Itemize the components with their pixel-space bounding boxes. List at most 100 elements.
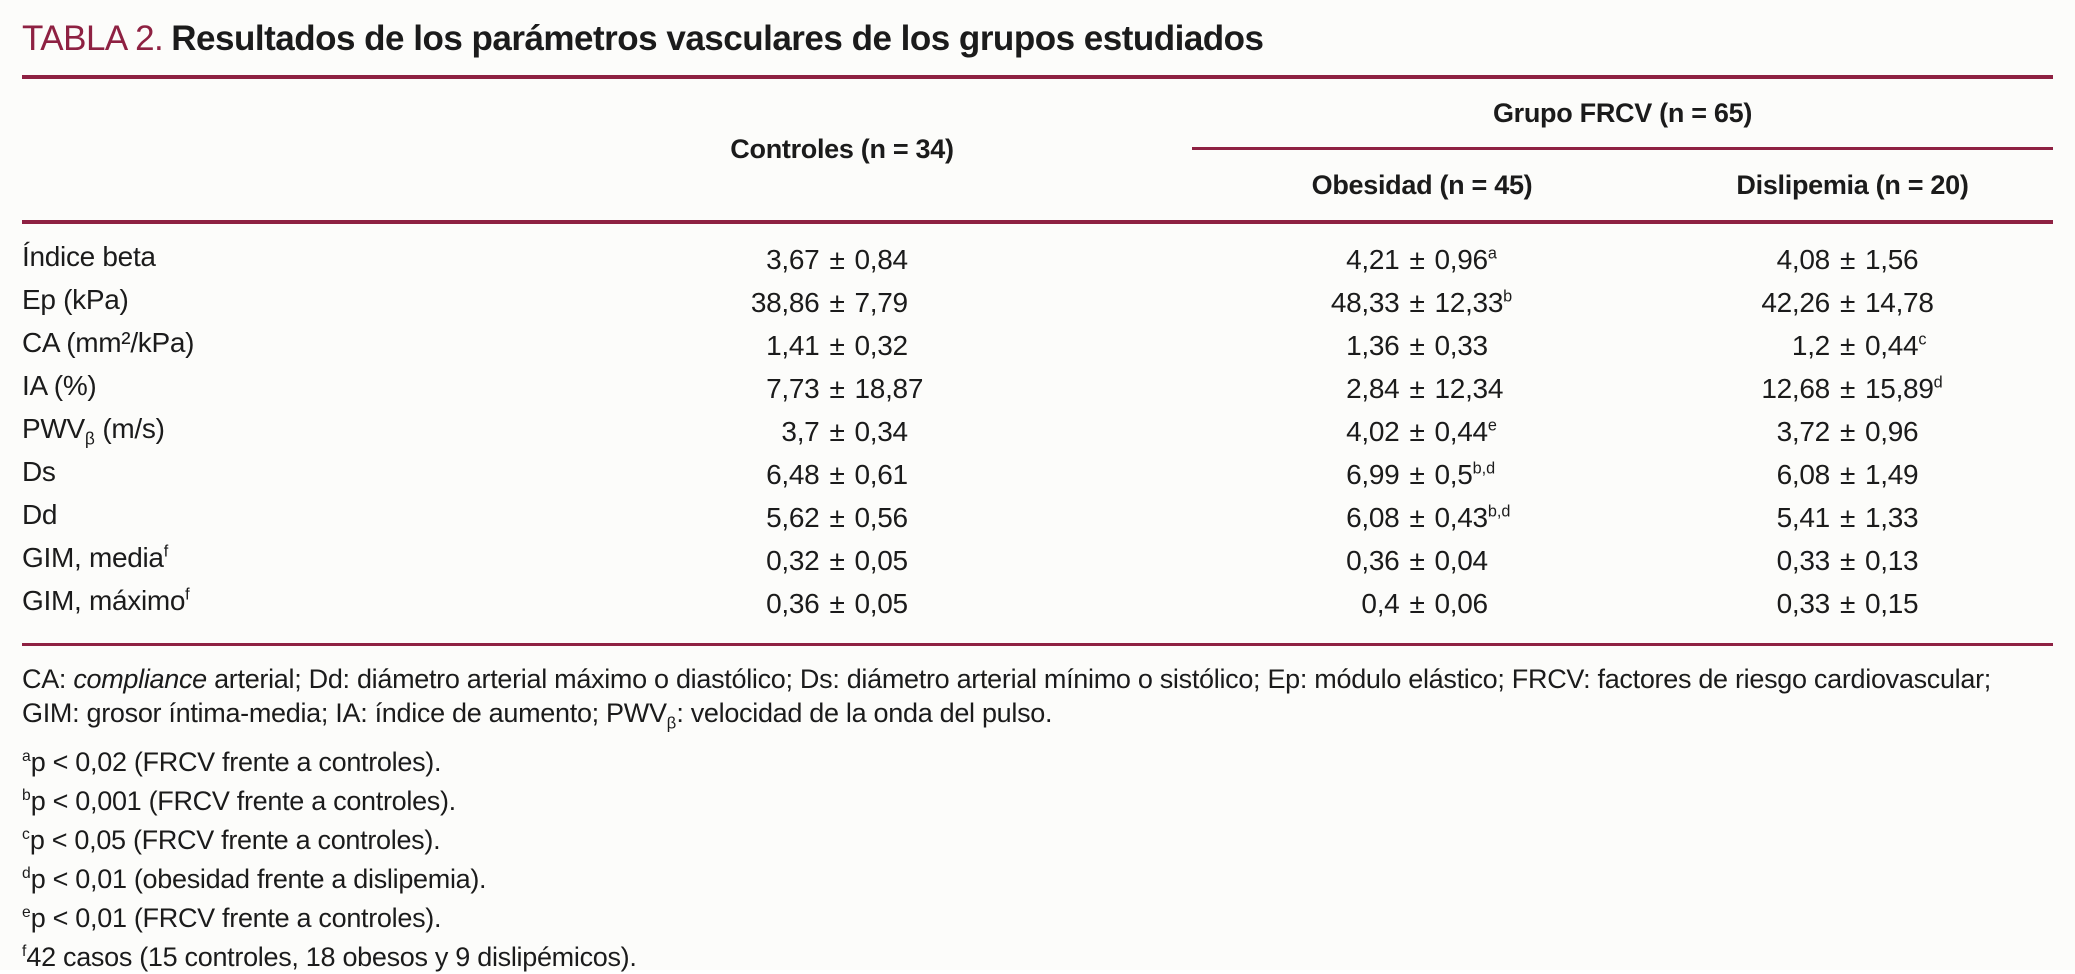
value-cell-obesidad: 4,21 ±0,96a	[1192, 244, 1652, 276]
mean-value: 0,32	[766, 544, 820, 576]
abbr2-pre: GIM: grosor íntima-media; IA: índice de …	[22, 698, 667, 728]
sd-value: 0,15	[1865, 587, 1919, 619]
mean-value: 1,2	[1791, 329, 1830, 361]
value-cell-obesidad: 6,08 ±0,43b,d	[1192, 502, 1652, 534]
row-label-text: GIM, media	[22, 542, 164, 574]
footnote-superscript: b	[22, 787, 31, 805]
mean-value: 38,86	[750, 286, 820, 318]
plus-minus-sign: ±	[829, 372, 845, 404]
footnote-text: p < 0,01 (obesidad frente a dislipemia).	[30, 864, 487, 895]
sd-value: 18,87	[854, 372, 924, 404]
row-label: PWVβ (m/s)	[22, 413, 492, 450]
footnote-list: ap < 0,02 (FRCV frente a controles). bp …	[22, 740, 2053, 974]
value-cell-obesidad: 0,36 ±0,04	[1192, 545, 1652, 577]
significance-superscript: b,d	[1487, 502, 1511, 521]
table-row: Índice beta 3,67 ±0,84 4,21 ±0,96a 4,08 ±1,…	[22, 238, 2053, 281]
mean-value: 6,08	[1346, 501, 1400, 533]
row-label-text: GIM, máximo	[22, 585, 186, 617]
footnote-item: cp < 0,05 (FRCV frente a controles).	[22, 818, 2053, 857]
row-label: Índice beta	[22, 241, 492, 278]
footnote-text: p < 0,02 (FRCV frente a controles).	[30, 747, 442, 778]
table-title: TABLA 2. Resultados de los parámetros vas…	[22, 16, 2053, 62]
abbr2-subscript: β	[666, 713, 677, 733]
mean-value: 0,33	[1776, 587, 1831, 619]
table-row: PWVβ (m/s) 3,7 ±0,34 4,02 ±0,44e 3,72 ±0,96	[22, 410, 2053, 453]
mean-value: 3,72	[1776, 415, 1831, 447]
row-label-text: Dd	[22, 499, 58, 531]
mean-value: 3,67	[766, 243, 820, 275]
mean-value: 0,36	[766, 587, 820, 619]
bottom-rule	[22, 643, 2053, 646]
row-label: GIM, mediaf	[22, 542, 492, 579]
row-label-text: Índice beta	[22, 241, 156, 273]
value-cell-controles: 0,32 ±0,05	[492, 545, 1192, 577]
value-cell-obesidad: 6,99 ±0,5b,d	[1192, 459, 1652, 491]
row-label-text: CA (mm²/kPa)	[22, 327, 195, 359]
plus-minus-sign: ±	[829, 458, 845, 490]
value-cell-dislipemia: 12,68 ±15,89d	[1652, 373, 2053, 405]
plus-minus-sign: ±	[1409, 243, 1425, 275]
table-row: GIM, máximof 0,36 ±0,05 0,4 ±0,06 0,33 ±0,1…	[22, 582, 2053, 625]
title-rule	[22, 75, 2053, 79]
footnote-text: p < 0,001 (FRCV frente a controles).	[30, 786, 456, 817]
sd-value: 0,32	[854, 329, 909, 361]
plus-minus-sign: ±	[829, 243, 845, 275]
sd-value: 15,89d	[1865, 372, 1943, 404]
plus-minus-sign: ±	[829, 587, 845, 619]
table-header: Controles (n = 34) Grupo FRCV (n = 65) O…	[22, 79, 2053, 220]
sd-value: 1,49	[1865, 458, 1919, 490]
plus-minus-sign: ±	[829, 286, 845, 318]
table-row: GIM, mediaf 0,32 ±0,05 0,36 ±0,04 0,33 ±0,1…	[22, 539, 2053, 582]
value-cell-obesidad: 1,36 ±0,33	[1192, 330, 1652, 362]
value-cell-obesidad: 4,02 ±0,44e	[1192, 416, 1652, 448]
footnote-item: ap < 0,02 (FRCV frente a controles).	[22, 740, 2053, 779]
row-label-text: Ep (kPa)	[22, 284, 129, 316]
mean-value: 4,02	[1346, 415, 1400, 447]
footnote-text: p < 0,05 (FRCV frente a controles).	[29, 825, 441, 856]
footnotes: CA: compliance arterial; Dd: diámetro ar…	[22, 646, 2053, 974]
plus-minus-sign: ±	[1409, 587, 1425, 619]
row-label-text: IA (%)	[22, 370, 97, 402]
plus-minus-sign: ±	[1839, 329, 1856, 361]
sd-value: 12,34	[1434, 372, 1504, 404]
mean-value: 3,7	[781, 415, 820, 447]
plus-minus-sign: ±	[1409, 544, 1425, 576]
row-label-superscript: f	[185, 585, 190, 604]
value-cell-controles: 1,41 ±0,32	[492, 330, 1192, 362]
plus-minus-sign: ±	[1409, 329, 1425, 361]
row-label-text: PWV	[22, 413, 85, 445]
mean-value: 6,99	[1346, 458, 1400, 490]
plus-minus-sign: ±	[1839, 286, 1856, 318]
footnote-superscript: f	[22, 943, 27, 961]
mean-value: 12,68	[1761, 372, 1830, 404]
sd-value: 0,56	[854, 501, 909, 533]
sd-value: 0,05	[854, 544, 909, 576]
row-label-tail: (m/s)	[94, 413, 165, 445]
abbr1-italic: compliance	[73, 664, 207, 694]
significance-superscript: d	[1933, 373, 1943, 392]
column-header-controles: Controles (n = 34)	[730, 134, 954, 164]
abbr2-post: : velocidad de la onda del pulso.	[676, 698, 1053, 728]
row-label: Ds	[22, 456, 492, 493]
sd-value: 0,96a	[1434, 243, 1497, 275]
column-header-dislipemia: Dislipemia (n = 20)	[1736, 169, 1969, 200]
sd-value: 0,5b,d	[1434, 458, 1496, 490]
significance-superscript: e	[1487, 416, 1497, 435]
footnote-superscript: e	[22, 904, 31, 922]
sd-value: 0,96	[1865, 415, 1919, 447]
plus-minus-sign: ±	[829, 415, 845, 447]
sd-value: 0,34	[854, 415, 909, 447]
plus-minus-sign: ±	[829, 501, 845, 533]
footnote-text: 42 casos (15 controles, 18 obesos y 9 di…	[26, 942, 637, 973]
plus-minus-sign: ±	[829, 329, 845, 361]
footnote-abbreviations-1: CA: compliance arterial; Dd: diámetro ar…	[22, 662, 2053, 696]
sd-value: 1,56	[1865, 243, 1919, 275]
value-cell-dislipemia: 0,33 ±0,13	[1652, 545, 2053, 577]
plus-minus-sign: ±	[1839, 458, 1856, 490]
mean-value: 7,73	[766, 372, 820, 404]
mean-value: 1,41	[766, 329, 820, 361]
mean-value: 42,26	[1761, 286, 1830, 318]
table-body: Índice beta 3,67 ±0,84 4,21 ±0,96a 4,08 ±1,…	[22, 224, 2053, 643]
value-cell-dislipemia: 1,2 ±0,44c	[1652, 330, 2053, 362]
